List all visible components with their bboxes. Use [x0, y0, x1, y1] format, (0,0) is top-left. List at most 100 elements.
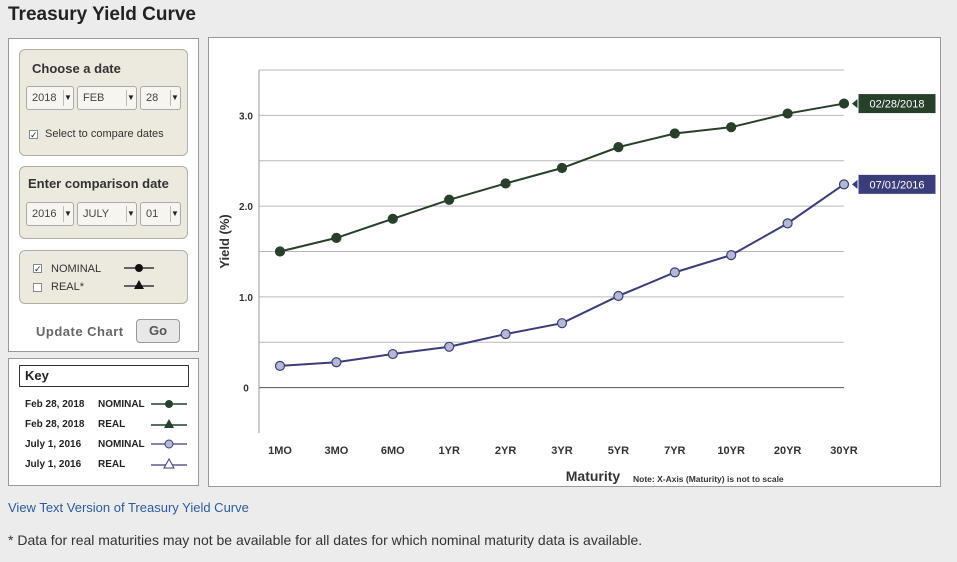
data-point — [613, 142, 624, 153]
real-checkbox[interactable] — [33, 283, 42, 292]
text-version-link[interactable]: View Text Version of Treasury Yield Curv… — [8, 500, 249, 515]
yield-type-box: ✓ NOMINAL REAL* — [19, 250, 188, 304]
x-tick-label: 3YR — [551, 445, 572, 457]
flag-box — [857, 173, 937, 195]
go-button[interactable]: Go — [136, 319, 180, 343]
y-tick-label: 1.0 — [239, 293, 253, 304]
data-point — [726, 122, 737, 133]
data-point — [387, 213, 398, 224]
x-axis-note: Note: X-Axis (Maturity) is not to scale — [633, 474, 784, 484]
real-marker-icon — [124, 280, 154, 289]
data-point — [444, 341, 455, 352]
filled-circle-icon — [151, 400, 187, 408]
choose-date-box: Choose a date 2018 ▼ FEB ▼ 28 ▼ ✓ Select… — [19, 49, 188, 156]
key-row-date: Feb 28, 2018 — [25, 419, 85, 430]
key-row-type: REAL — [98, 459, 126, 470]
x-tick-label: 10YR — [717, 445, 745, 457]
year-select-value: 2018 — [32, 92, 57, 104]
month-select[interactable]: FEB ▼ — [77, 86, 137, 110]
compare-dates-label: Select to compare dates — [45, 128, 164, 140]
flag-box — [857, 93, 937, 115]
series-line — [279, 183, 845, 367]
data-point — [387, 348, 398, 360]
chevron-down-icon: ▼ — [170, 206, 179, 222]
data-point — [444, 194, 455, 205]
yield-curve-chart: 0 1.0 2.0 3.0 1MO 3MO 6MO 1YR 2YR 3YR 5YR 7YR 10YR 20… — [217, 69, 937, 484]
chevron-down-icon: ▼ — [126, 90, 135, 106]
month-select-value: FEB — [83, 92, 105, 104]
real-label: REAL* — [51, 281, 85, 293]
key-row-type: NOMINAL — [98, 439, 145, 450]
data-point — [274, 246, 286, 257]
data-point — [613, 290, 624, 302]
comparison-month-select[interactable]: JULY ▼ — [77, 202, 137, 226]
data-point — [782, 108, 793, 119]
day-select-value: 28 — [146, 92, 159, 104]
x-tick-label: 30YR — [830, 445, 858, 457]
flag-pointer — [852, 179, 858, 190]
x-tick-label: 1YR — [438, 445, 459, 457]
key-row-date: July 1, 2016 — [25, 439, 82, 450]
flag-pointer — [852, 98, 858, 109]
open-triangle-icon — [151, 458, 187, 469]
data-point — [274, 360, 286, 371]
key-panel: Key Feb 28, 2018 NOMINAL Feb 28, 2018 RE… — [8, 358, 199, 486]
compare-dates-checkbox[interactable]: ✓ — [29, 130, 38, 140]
data-point — [782, 218, 793, 229]
comparison-day-value: 01 — [146, 208, 159, 220]
key-title: Key — [19, 365, 189, 387]
series-flag-label: 07/01/2016 — [869, 179, 924, 191]
data-point — [669, 267, 680, 278]
data-point — [726, 250, 737, 261]
controls-panel: Choose a date 2018 ▼ FEB ▼ 28 ▼ ✓ Select… — [8, 38, 199, 352]
y-axis-label: Yield (%) — [217, 214, 232, 268]
data-point — [556, 162, 568, 174]
key-row-type: REAL — [98, 419, 126, 430]
choose-date-title: Choose a date — [32, 61, 121, 76]
update-chart-label: Update Chart — [36, 324, 124, 339]
x-axis-label: Maturity — [566, 468, 621, 484]
data-point — [500, 178, 511, 189]
open-circle-icon — [151, 439, 187, 449]
x-tick-label: 20YR — [774, 445, 802, 457]
comparison-date-box: Enter comparison date 2016 ▼ JULY ▼ 01 ▼ — [19, 166, 188, 239]
x-tick-label: 7YR — [664, 445, 685, 457]
nominal-marker-icon — [124, 264, 154, 272]
x-tick-label: 5YR — [608, 445, 629, 457]
data-point — [331, 357, 342, 368]
data-point — [838, 98, 850, 109]
page-title: Treasury Yield Curve — [8, 4, 196, 25]
x-tick-label: 1MO — [268, 445, 292, 457]
footnote: * Data for real maturities may not be av… — [8, 532, 643, 548]
day-select[interactable]: 28 ▼ — [140, 86, 181, 110]
x-tick-label: 3MO — [324, 445, 348, 457]
chevron-down-icon: ▼ — [63, 90, 72, 106]
comparison-day-select[interactable]: 01 ▼ — [140, 202, 181, 226]
filled-triangle-icon — [151, 419, 187, 428]
y-tick-label: 3.0 — [239, 111, 253, 122]
year-select[interactable]: 2018 ▼ — [26, 86, 74, 110]
comparison-year-select[interactable]: 2016 ▼ — [26, 202, 74, 226]
y-tick-label: 0 — [243, 384, 249, 395]
data-point — [331, 232, 342, 243]
data-point — [669, 128, 680, 139]
y-tick-label: 2.0 — [239, 202, 253, 213]
nominal-label: NOMINAL — [51, 263, 102, 275]
key-row-type: NOMINAL — [98, 399, 145, 410]
comparison-month-value: JULY — [83, 208, 110, 220]
comparison-date-title: Enter comparison date — [28, 176, 169, 191]
series-line — [279, 102, 845, 253]
x-tick-label: 2YR — [495, 445, 516, 457]
nominal-checkbox[interactable]: ✓ — [33, 264, 42, 274]
yield-chart-panel: 0 1.0 2.0 3.0 1MO 3MO 6MO 1YR 2YR 3YR 5YR 7YR 10YR 20… — [208, 37, 941, 487]
key-row-date: Feb 28, 2018 — [25, 399, 85, 410]
series-flag-label: 02/28/2018 — [869, 99, 924, 111]
data-point — [500, 328, 511, 340]
chevron-down-icon: ▼ — [126, 206, 135, 222]
key-row-date: July 1, 2016 — [25, 459, 82, 470]
data-point — [556, 318, 568, 329]
data-point — [838, 179, 850, 190]
chevron-down-icon: ▼ — [170, 90, 179, 106]
x-tick-label: 6MO — [381, 445, 405, 457]
chevron-down-icon: ▼ — [63, 206, 72, 222]
